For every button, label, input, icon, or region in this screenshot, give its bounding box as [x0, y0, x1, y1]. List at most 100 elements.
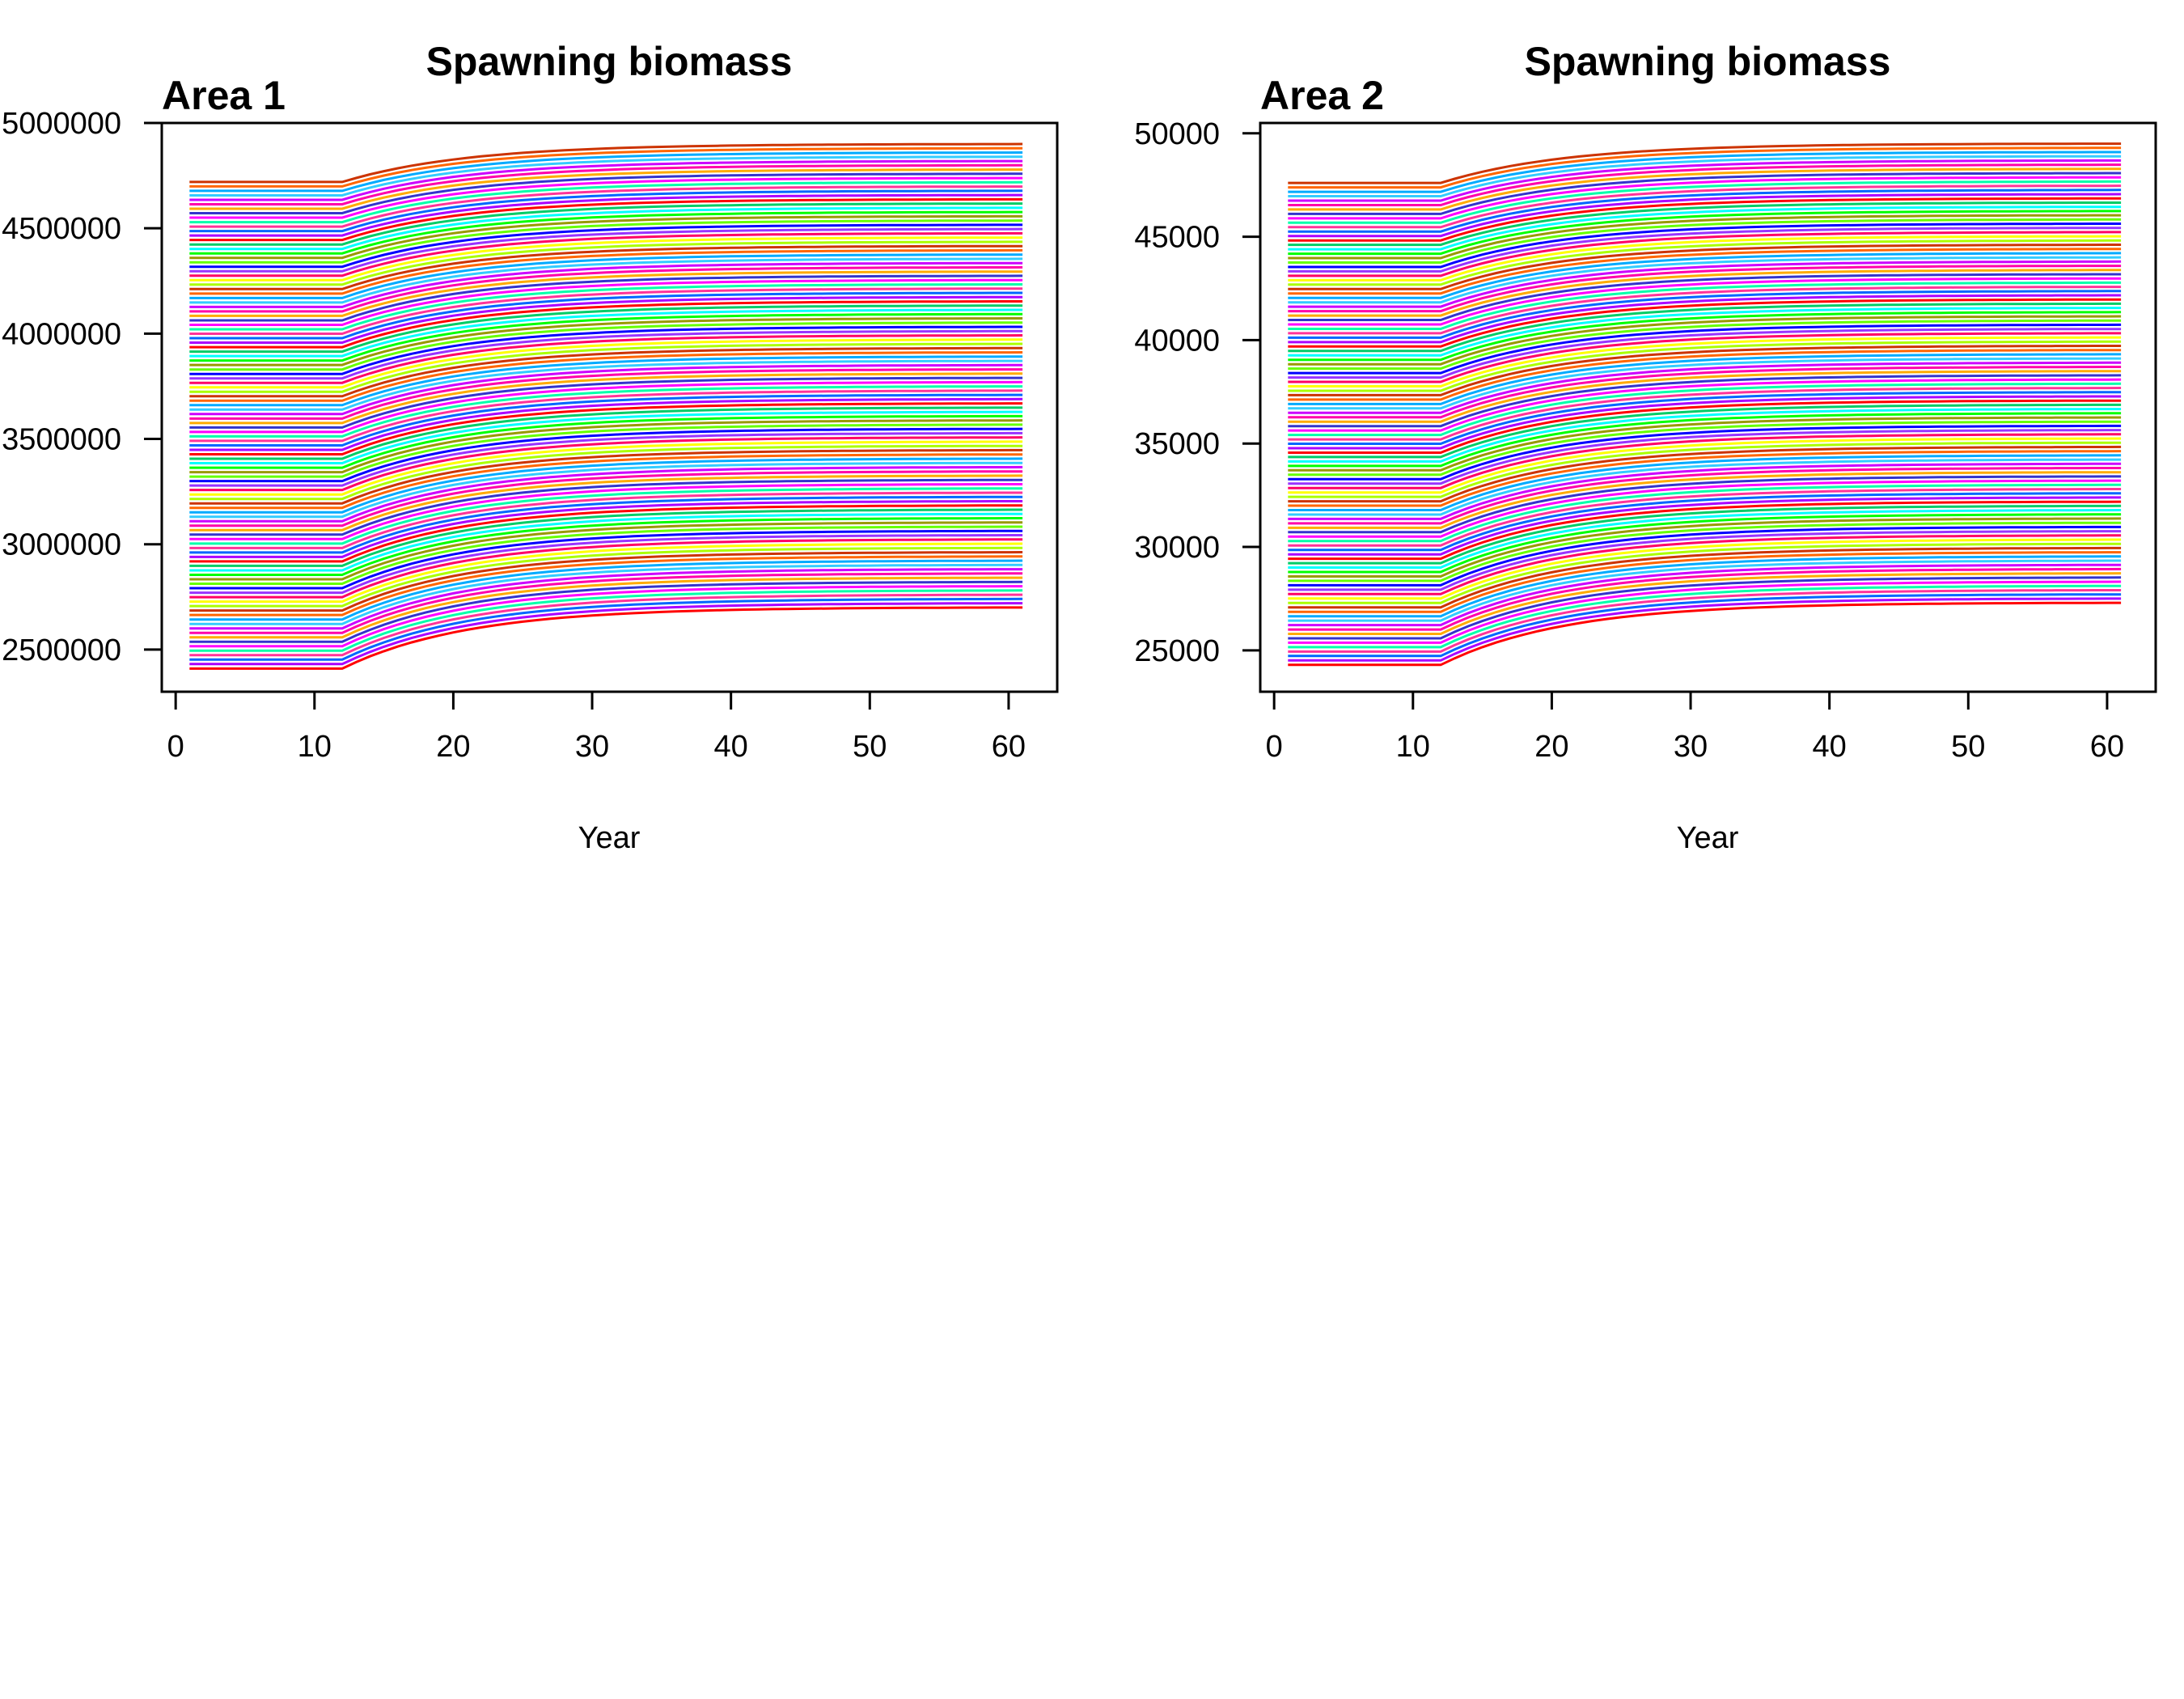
- series-line: [1288, 319, 2122, 371]
- series-line: [189, 240, 1023, 286]
- series-line: [189, 214, 1023, 260]
- series-line: [189, 180, 1023, 224]
- series-line: [1288, 378, 2122, 432]
- y-tick-label: 3500000: [2, 423, 121, 457]
- series-line: [1288, 294, 2122, 344]
- series-line: [189, 423, 1023, 478]
- series-line: [1288, 273, 2122, 321]
- series-line: [1288, 382, 2122, 437]
- series-line: [189, 525, 1023, 585]
- series-line: [189, 589, 1023, 652]
- series-line: [189, 159, 1023, 201]
- series-line: [1288, 146, 2122, 189]
- series-line: [189, 308, 1023, 358]
- series-line: [189, 189, 1023, 233]
- series-line: [1288, 277, 2122, 326]
- series-line: [189, 585, 1023, 648]
- series-line: [189, 172, 1023, 214]
- series-line: [1288, 580, 2122, 644]
- series-line: [1288, 176, 2122, 220]
- series-line: [189, 265, 1023, 313]
- series-line: [1288, 572, 2122, 635]
- series-line: [189, 402, 1023, 455]
- series-line: [1288, 361, 2122, 414]
- series-line: [1288, 593, 2122, 658]
- series-line: [1288, 340, 2122, 392]
- series-line: [189, 597, 1023, 661]
- series-line: [189, 529, 1023, 590]
- series-line: [1288, 201, 2122, 247]
- series-line: [1288, 530, 2122, 591]
- series-line: [189, 202, 1023, 246]
- series-line: [1288, 395, 2122, 450]
- series-line: [189, 231, 1023, 278]
- series-line: [189, 359, 1023, 411]
- series-line: [1288, 328, 2122, 379]
- series-line: [1288, 525, 2122, 587]
- series-line: [189, 206, 1023, 251]
- series-line: [1288, 420, 2122, 477]
- series-line: [189, 457, 1023, 514]
- chart-panel-area-2: Spawning biomass Area 2 0 10 20 30 40 50 60 25…: [1134, 39, 2157, 855]
- series-line: [1288, 542, 2122, 604]
- series-line: [189, 483, 1023, 540]
- series-line: [189, 572, 1023, 634]
- series-line: [189, 393, 1023, 447]
- series-line: [1288, 142, 2122, 184]
- y-tick-label: 45000: [1134, 221, 1220, 255]
- series-line: [1288, 445, 2122, 503]
- series-line: [189, 380, 1023, 434]
- series-line: [189, 325, 1023, 375]
- series-line: [1288, 492, 2122, 552]
- series-line: [1288, 429, 2122, 485]
- series-line: [1288, 252, 2122, 299]
- series-line: [1288, 488, 2122, 547]
- x-axis: 0 10 20 30 40 50 60: [1266, 690, 2124, 764]
- series-line: [189, 185, 1023, 228]
- series-line: [189, 559, 1023, 621]
- series-line: [1288, 189, 2122, 233]
- series-line: [1288, 357, 2122, 410]
- series-line: [189, 419, 1023, 474]
- series-line: [189, 538, 1023, 599]
- y-tick-label: 3000000: [2, 528, 121, 562]
- series-line: [1288, 231, 2122, 278]
- series-line: [189, 338, 1023, 389]
- series-line: [189, 542, 1023, 604]
- series-line: [189, 410, 1023, 464]
- series-line: [1288, 475, 2122, 534]
- series-line: [1288, 479, 2122, 538]
- y-tick-label: 50000: [1134, 117, 1220, 151]
- series-line: [1288, 483, 2122, 543]
- series-line: [189, 444, 1023, 501]
- series-line: [1288, 467, 2122, 525]
- series-line: [1288, 546, 2122, 609]
- series-line: [1288, 163, 2122, 206]
- series-line: [1288, 315, 2122, 366]
- y-tick-label: 4500000: [2, 212, 121, 246]
- series-line: [1288, 332, 2122, 383]
- x-tick-label: 10: [1396, 730, 1430, 764]
- series-line: [1288, 496, 2122, 556]
- y-axis: 2500000 3000000 3500000 4000000 4500000 50000…: [2, 107, 163, 667]
- series-line: [1288, 290, 2122, 339]
- series-line: [189, 368, 1023, 420]
- x-tick-label: 10: [298, 730, 332, 764]
- series-line: [1288, 517, 2122, 578]
- x-tick-label: 20: [1534, 730, 1568, 764]
- series-line: [189, 321, 1023, 371]
- chart-title: Spawning biomass: [426, 39, 793, 84]
- series-line: [189, 504, 1023, 563]
- series-line: [1288, 366, 2122, 419]
- series-line: [1288, 399, 2122, 454]
- series-line: [1288, 391, 2122, 445]
- panel-label: Area 1: [162, 73, 286, 118]
- series-line: [1288, 601, 2122, 667]
- series-line: [189, 470, 1023, 527]
- series-line: [1288, 286, 2122, 335]
- series-line: [189, 163, 1023, 205]
- series-line: [189, 227, 1023, 273]
- series-line: [189, 363, 1023, 416]
- series-line: [1288, 222, 2122, 269]
